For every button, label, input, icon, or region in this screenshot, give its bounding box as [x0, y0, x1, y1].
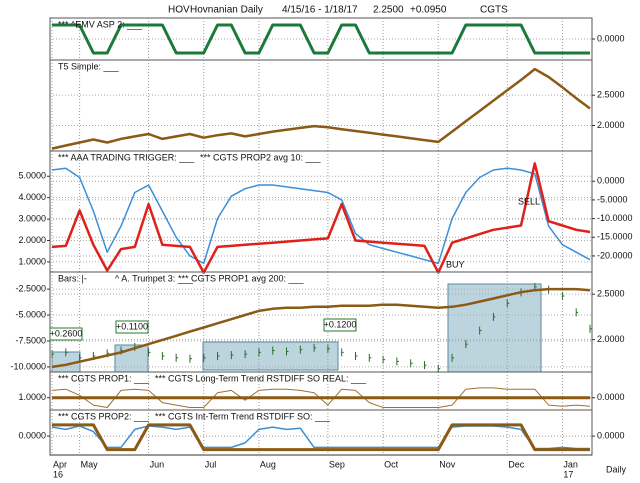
y-tick-label: -2.5000	[15, 283, 46, 293]
legend-entry: *** CGTS PROP1: ___	[58, 373, 150, 383]
x-tick-label: Aug	[260, 459, 276, 469]
y-tick-label: 2.0000	[597, 334, 625, 344]
x-tick-label: May	[81, 459, 99, 469]
annotation: +0.1200	[324, 319, 357, 329]
annotation: SELL	[518, 196, 540, 206]
annotation-box	[323, 318, 357, 332]
series-line	[51, 162, 591, 274]
y-tick-label: 4.0000	[18, 192, 46, 202]
x-tick-label: Jun	[150, 459, 165, 469]
annotation: +0.1100	[116, 321, 148, 331]
y-tick-label: 3.0000	[18, 213, 46, 223]
y-tick-label: 0.0000	[18, 430, 46, 440]
y-tick-label: -5.0000	[15, 309, 46, 319]
legend-entry: *** AAA TRADING TRIGGER: ___	[58, 152, 195, 162]
symbol: HOV	[168, 5, 190, 16]
x-tick-label: Sep	[329, 459, 345, 469]
series-line	[51, 67, 591, 150]
y-tick-label: -10.0000	[597, 213, 633, 223]
y-tick-label: -15.0000	[597, 232, 633, 242]
legend-entry: T5 Simple: ___	[58, 61, 120, 71]
y-tick-label: -10.0000	[10, 361, 46, 371]
series-line	[51, 425, 590, 450]
period-label: Daily	[606, 464, 627, 474]
annotation-box	[49, 327, 83, 341]
x-tick-label: Jan	[563, 459, 578, 469]
y-tick-label: 2.0000	[18, 235, 46, 245]
y-tick-label: -7.5000	[15, 335, 46, 345]
y-tick-label: 2.0000	[597, 120, 625, 130]
trade-box	[202, 341, 339, 371]
annotation: BUY	[446, 259, 465, 269]
legend-entry: *** CGTS PROP2: ___	[58, 411, 150, 421]
legend-entry: *** CGTS Long-Term Trend RSTDIFF SO REAL…	[155, 373, 367, 383]
y-tick-label: -5.0000	[597, 194, 628, 204]
legend-entry: *** CGTS PROP2 avg 10: ___	[200, 152, 322, 162]
study-name: CGTS	[480, 5, 508, 16]
date-range: 4/15/16 - 1/18/17	[282, 5, 358, 16]
trade-boxes	[51, 283, 542, 373]
y-tick-label: 0.0000	[597, 33, 625, 43]
y-tick-label: 1.0000	[18, 392, 46, 402]
y-tick-label: 0.0000	[597, 176, 625, 186]
series-line	[52, 423, 590, 452]
series-line	[51, 167, 591, 265]
y-tick-label: 2.5000	[597, 90, 625, 100]
x-tick-label: Apr	[53, 459, 67, 469]
y-tick-label: 1.0000	[18, 256, 46, 266]
y-tick-label: 0.0000	[597, 392, 625, 402]
y-tick-label: 5.0000	[18, 171, 46, 181]
x-tick-label: Nov	[439, 459, 456, 469]
year-label: 16	[53, 469, 63, 479]
annotation: +0.2600	[50, 328, 83, 338]
year-label: 17	[563, 469, 573, 479]
legend-entry: ^ A. Trumpet 3: ___	[115, 273, 194, 283]
x-tick-label: Oct	[384, 459, 399, 469]
annotation-box	[115, 320, 149, 334]
last-price: 2.2500	[373, 5, 404, 16]
chart-title: Hovnanian Daily	[190, 5, 263, 16]
legend-entry: *** CGTS PROP1 avg 200: ___	[178, 273, 305, 283]
x-tick-label: Jul	[205, 459, 217, 469]
y-tick-label: 0.0000	[597, 430, 625, 440]
price-change: +0.0950	[410, 5, 447, 16]
x-tick-label: Dec	[508, 459, 525, 469]
series-line	[52, 23, 590, 55]
legend-entry: *** CGTS Int-Term Trend RSTDIFF SO: ___	[155, 411, 331, 421]
legend-entry: Bars: |-	[58, 273, 87, 283]
series-line	[51, 287, 591, 369]
legend-entry: *** ^EMV ASP 2: ___	[58, 19, 143, 29]
y-tick-label: -20.0000	[597, 250, 633, 260]
y-tick-label: 2.5000	[597, 289, 625, 299]
